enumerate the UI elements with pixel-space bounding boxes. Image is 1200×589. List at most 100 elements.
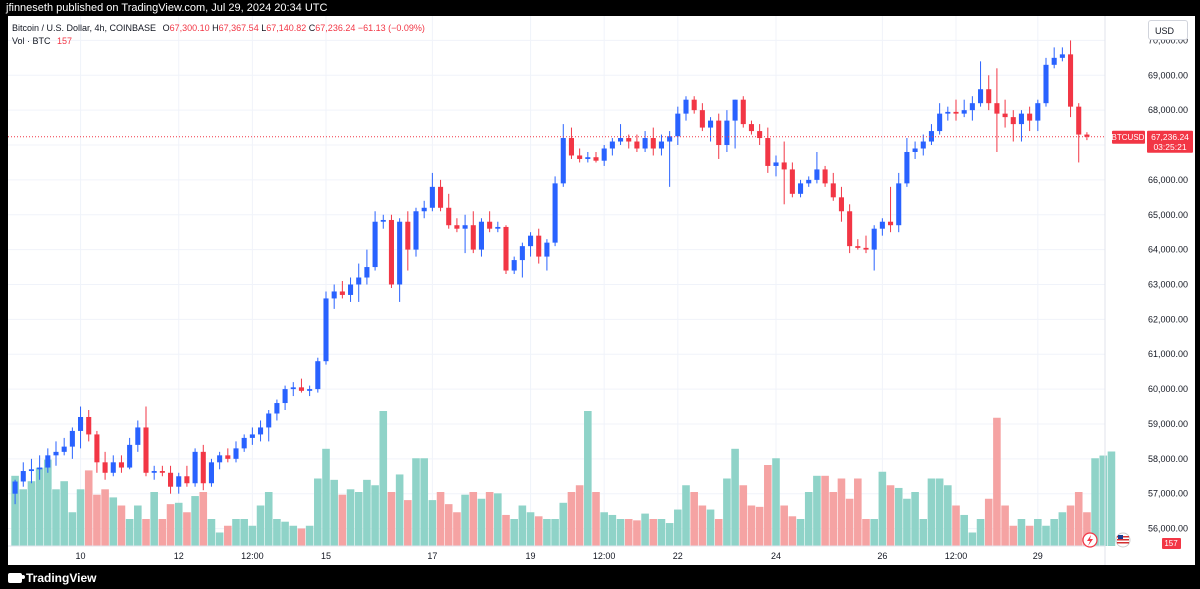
volume-bar [494,493,502,546]
volume-bar [395,474,404,546]
candle-body [961,110,967,114]
candle-body [151,471,157,473]
candle-body [135,427,141,445]
price-tag-bg [1147,130,1193,153]
candle-body [585,157,591,159]
candle-body [364,267,370,278]
volume-bar [772,458,780,546]
candle-body [528,235,534,247]
volume-bar [665,523,674,546]
volume-bar [1107,451,1116,546]
candlestick-chart[interactable]: 56,000.00 57,000.00 58,000.00 59,000.00 60,0… [8,16,1195,565]
candle-body [675,113,681,137]
volume-bar [813,475,821,546]
time-tick-label: 12:00 [241,551,264,561]
candle-body [249,434,255,438]
candle-body [871,228,877,250]
price-axis[interactable]: 56,000.00 57,000.00 58,000.00 59,000.00 60,0… [1148,35,1188,533]
time-axis[interactable]: 10 12 12:00 15 17 19 12:00 22 24 26 12:00 29 [76,551,1043,561]
candle-body [1068,54,1074,107]
candle-body [413,211,419,250]
candle-body [781,162,787,170]
candle-body [37,467,43,470]
volume-bar [641,513,649,546]
volume-bar [510,519,518,546]
volume-bar [608,514,617,546]
candle-body [642,138,648,149]
candle-body [724,120,730,146]
volume-bar [674,509,682,546]
volume-bar [1066,505,1075,546]
candle-body [118,462,124,468]
volume-bar [526,512,535,546]
legend-high: 67,367.54 [218,23,259,33]
volume-bar [264,492,273,546]
candle-body [691,99,697,111]
candle-body [593,157,599,161]
volume-bar [19,489,28,546]
legend-high-label: H [212,23,219,33]
volume-bar [183,512,191,546]
candle-body [928,131,934,142]
tradingview-logo[interactable]: TradingView [8,571,96,585]
candle-body [28,469,34,472]
volume-bar [780,505,788,546]
volume-bar [428,500,437,546]
volume-bar [911,492,919,546]
volume-bar [150,492,158,546]
volume-bar [191,496,199,546]
volume-bar [878,471,887,546]
candle-body [601,148,607,161]
candle-body [94,434,100,463]
candle-body [307,389,313,391]
volume-bar [649,519,658,546]
volume-tag: 157 [1162,538,1181,549]
candle-body [159,471,165,473]
candle-body [888,221,894,226]
candle-body [78,416,84,431]
volume-bar [796,519,805,546]
price-tick-label: 64,000.00 [1148,245,1188,255]
volume-bar [330,479,338,546]
volume-bar [690,492,698,546]
volume-bar [338,494,347,546]
volume-tag-bg [1162,538,1181,549]
candle-body [45,455,51,468]
volume-bar [755,506,764,546]
candle-body [258,427,264,435]
candle-body [184,476,190,484]
lightning-icon[interactable] [1082,532,1098,548]
candle-body [986,89,992,104]
candle-body [176,476,182,487]
time-tick-label: 10 [76,551,86,561]
candle-body [438,186,444,208]
volume-bar [534,516,543,546]
volume-bar [314,478,322,546]
volume-bar [297,528,306,546]
volume-bar [633,520,641,546]
volume-bar [1034,519,1042,546]
volume-bar [199,492,208,546]
volume-bar [363,479,371,546]
price-tick-label: 61,000.00 [1148,349,1188,359]
us-flag-icon[interactable] [1115,532,1131,548]
volume-bar [125,519,134,546]
candle-body [53,451,59,456]
chart-frame[interactable]: 56,000.00 57,000.00 58,000.00 59,000.00 60,0… [8,16,1195,565]
volume-bar [142,519,150,546]
volume-bar [444,504,453,546]
price-tag-price: 67,236.24 [1151,132,1189,142]
volume-bar [207,519,216,546]
candle-body [298,387,304,391]
price-tick-label: 58,000.00 [1148,454,1188,464]
price-tick-label: 65,000.00 [1148,210,1188,220]
price-tag-symbol: BTCUSD [1112,133,1145,142]
candle-body [855,246,861,248]
candle-body [1076,106,1082,135]
volume-bar [788,516,797,546]
currency-button[interactable]: USD [1148,20,1188,40]
volume-bar [215,532,224,546]
time-tick-label: 22 [673,551,683,561]
volume-bar [1017,519,1026,546]
candle-body [511,260,517,271]
